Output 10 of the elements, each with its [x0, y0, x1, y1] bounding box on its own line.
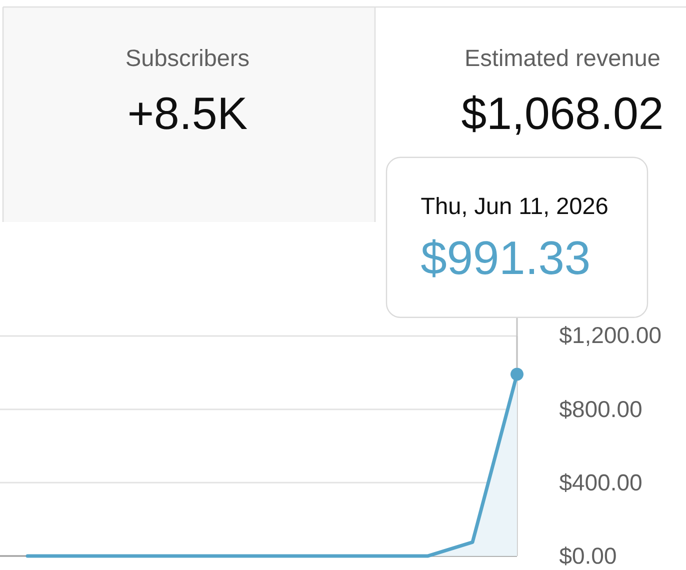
text: $991.33 — [421, 239, 588, 278]
y-tick-label: $800.00 — [559, 400, 642, 419]
text: Estimated revenue — [466, 48, 660, 66]
text: $1,068.02 — [462, 95, 662, 135]
y-tick-label: $400.00 — [559, 473, 642, 492]
text: +8.5K — [130, 97, 248, 130]
y-tick-label: $1,200.00 — [559, 326, 661, 346]
y-tick-label: $0.00 — [559, 546, 616, 566]
text: Subscribers — [126, 48, 249, 66]
text: Thu, Jun 11, 2026 — [421, 196, 608, 217]
